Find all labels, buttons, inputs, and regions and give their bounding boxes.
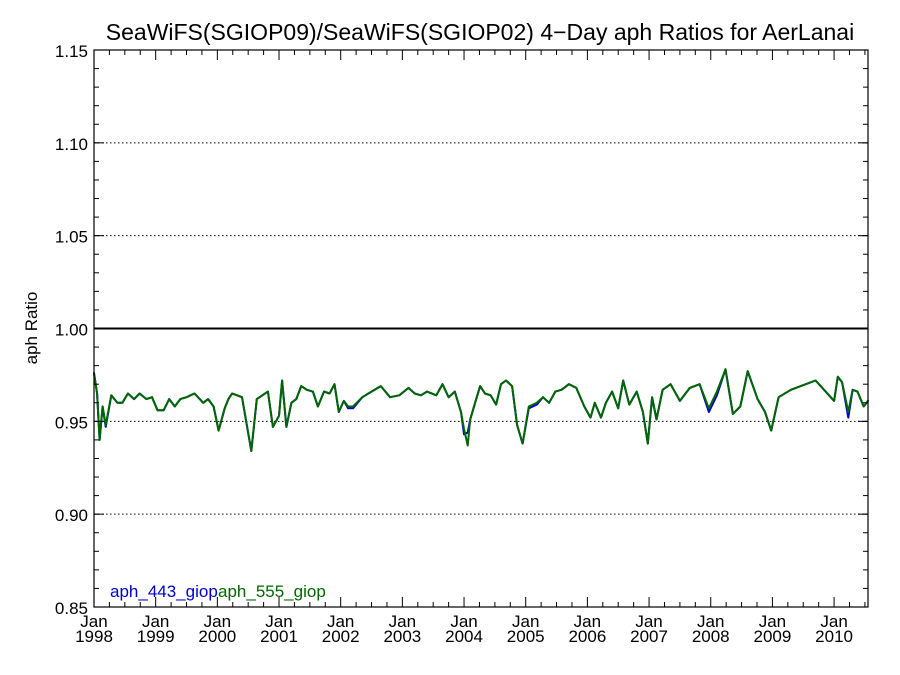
x-tick-month: Jan [204, 612, 231, 631]
legend: aph_443_giop aph_555_giop [110, 582, 326, 601]
y-tick-label: 1.15 [55, 42, 88, 61]
x-tick-month: Jan [265, 612, 292, 631]
x-tick-year: 1999 [137, 627, 175, 646]
x-tick-year: 2005 [507, 627, 545, 646]
x-tick-year: 2000 [198, 627, 236, 646]
y-tick-label: 0.85 [55, 599, 88, 618]
x-tick-month: Jan [142, 612, 169, 631]
x-tick-month: Jan [820, 612, 847, 631]
x-tick-month: Jan [450, 612, 477, 631]
y-tick-label: 1.10 [55, 135, 88, 154]
x-tick-year: 2010 [815, 627, 853, 646]
x-tick-month: Jan [327, 612, 354, 631]
y-tick-label: 1.00 [55, 321, 88, 340]
series-line-aph_555_giop [93, 368, 869, 452]
y-tick-label: 0.90 [55, 506, 88, 525]
x-tick-month: Jan [759, 612, 786, 631]
grid-layer [94, 142, 868, 515]
x-tick-year: 2004 [445, 627, 483, 646]
x-tick-year: 1998 [75, 627, 113, 646]
x-tick-year: 2001 [260, 627, 298, 646]
x-tick-month: Jan [389, 612, 416, 631]
y-axis-label: aph Ratio [22, 292, 41, 365]
axis-layer: 0.850.900.951.001.051.101.15Jan1998Jan19… [55, 42, 868, 646]
x-tick-month: Jan [574, 612, 601, 631]
x-tick-year: 2006 [568, 627, 606, 646]
chart-title: SeaWiFS(SGIOP09)/SeaWiFS(SGIOP02) 4−Day … [106, 19, 854, 45]
x-tick-month: Jan [512, 612, 539, 631]
x-tick-year: 2008 [692, 627, 730, 646]
legend-entry: aph_555_giop [218, 582, 326, 601]
y-tick-label: 1.05 [55, 228, 88, 247]
x-tick-month: Jan [80, 612, 107, 631]
x-tick-year: 2009 [753, 627, 791, 646]
x-tick-month: Jan [635, 612, 662, 631]
x-tick-year: 2002 [322, 627, 360, 646]
series-layer [93, 368, 869, 452]
x-tick-month: Jan [697, 612, 724, 631]
y-tick-label: 0.95 [55, 413, 88, 432]
x-tick-year: 2003 [383, 627, 421, 646]
x-tick-year: 2007 [630, 627, 668, 646]
legend-entry: aph_443_giop [110, 582, 218, 601]
